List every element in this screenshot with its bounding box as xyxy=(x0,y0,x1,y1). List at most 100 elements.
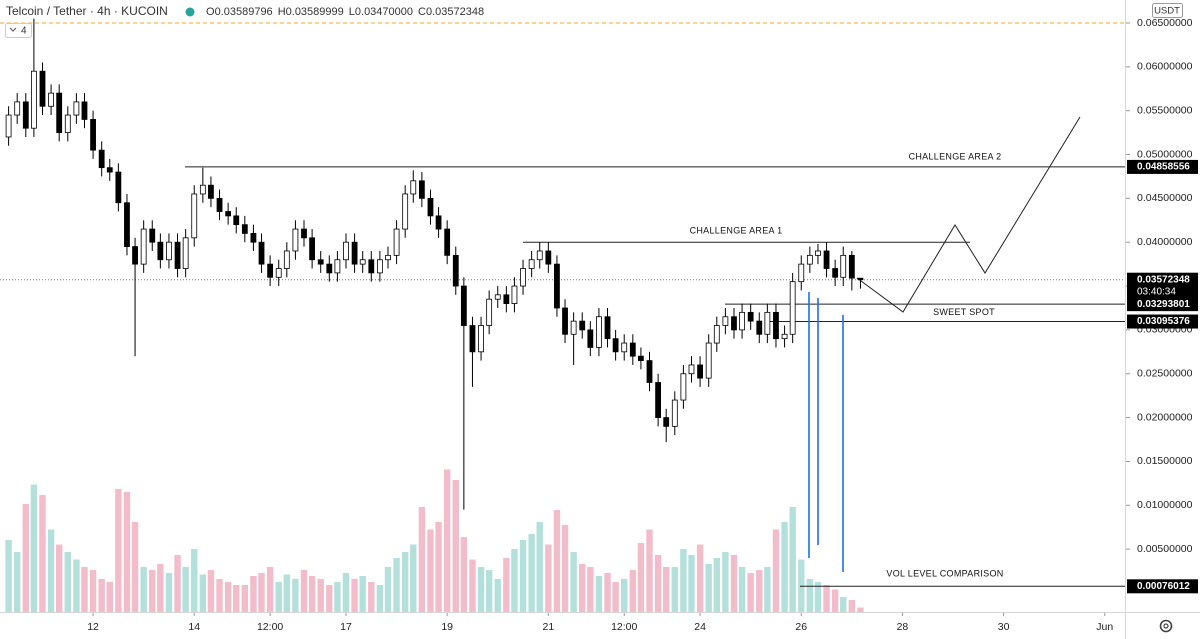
price-label: 0.04858556 xyxy=(1137,162,1190,173)
currency-box[interactable] xyxy=(1152,3,1183,18)
volume-bar xyxy=(47,529,55,612)
volume-bar xyxy=(637,543,645,612)
volume-bar xyxy=(292,579,299,612)
settings-icon[interactable] xyxy=(1159,619,1173,633)
candle-body xyxy=(731,316,737,331)
legend-value: 0.03589796 xyxy=(215,6,273,18)
volume-bar xyxy=(427,529,434,612)
candle-body xyxy=(848,254,855,279)
volume-bar xyxy=(646,529,653,612)
ohlc-legend: O0.03589796 H0.03589999 L0.03470000 C0.0357… xyxy=(206,6,484,18)
candle-body xyxy=(250,233,257,243)
volume-bar xyxy=(840,597,847,612)
candle-body xyxy=(343,241,349,261)
candle-body xyxy=(225,211,232,217)
volume-bar xyxy=(705,564,712,612)
legend-value: 0.03572348 xyxy=(426,6,484,18)
candle-body xyxy=(418,180,425,199)
candle-body xyxy=(806,254,813,265)
candle-body xyxy=(56,92,63,133)
candle-body xyxy=(73,101,80,116)
volume-bar xyxy=(528,534,535,612)
currency-label: USDT xyxy=(1154,6,1180,17)
volume-bar xyxy=(410,544,417,612)
volume-bar xyxy=(334,582,341,612)
candle-body xyxy=(646,360,653,383)
candle-body xyxy=(444,228,451,256)
volume-bar xyxy=(199,574,207,612)
candle-body xyxy=(832,268,839,278)
volume-bar xyxy=(342,573,350,612)
indicator-count: 4 xyxy=(21,26,27,37)
candle-body xyxy=(773,311,779,340)
volume-bar xyxy=(814,582,822,612)
candle-body xyxy=(359,259,366,265)
candle-body xyxy=(115,171,122,204)
x-tick-label: 14 xyxy=(188,621,200,633)
level-label: SWEET SPOT xyxy=(933,307,995,317)
candle-body xyxy=(655,382,662,418)
candle-body xyxy=(81,101,88,120)
volume-layer xyxy=(5,469,864,612)
volume-bar xyxy=(393,558,400,612)
candle-body xyxy=(157,241,164,261)
candle-body xyxy=(756,320,763,335)
volume-bar xyxy=(300,570,308,612)
price-label-box xyxy=(1127,272,1198,299)
candle-body xyxy=(106,167,113,173)
legend-letter: L xyxy=(349,6,355,18)
candle-body xyxy=(301,228,307,239)
volume-bar xyxy=(266,567,274,612)
candle-body xyxy=(520,268,526,287)
candle-body xyxy=(452,254,459,287)
volume-bar xyxy=(55,544,63,612)
candle-body xyxy=(638,355,644,361)
y-tick-label: 0.02500000 xyxy=(1137,368,1193,380)
volume-bar xyxy=(250,576,257,612)
volume-bar xyxy=(772,529,780,612)
volume-bar xyxy=(477,567,485,612)
candle-body xyxy=(376,259,383,274)
candle-body xyxy=(798,263,805,283)
volume-bar xyxy=(511,549,518,612)
x-tick-label: 12 xyxy=(87,621,99,633)
candle-body xyxy=(309,237,316,261)
candle-body xyxy=(410,180,417,195)
volume-bar xyxy=(713,558,720,612)
legend-value: 0.03589999 xyxy=(286,6,344,18)
volume-bar xyxy=(317,579,324,612)
x-tick-label: 12:00 xyxy=(611,621,637,633)
candle-body xyxy=(124,202,130,247)
candle-body xyxy=(722,316,729,326)
candle-body xyxy=(275,268,282,278)
y-tick-label: 0.05500000 xyxy=(1137,104,1193,116)
y-tick-label: 0.06000000 xyxy=(1137,61,1193,73)
x-tick-label: 19 xyxy=(441,621,453,633)
candle-body xyxy=(596,316,602,348)
y-tick-label: 0.04500000 xyxy=(1137,192,1193,204)
candle-body xyxy=(621,342,628,353)
indicator-toggle[interactable] xyxy=(5,23,32,38)
x-tick-label: 30 xyxy=(998,621,1010,633)
candle-body xyxy=(612,338,619,353)
candle-body xyxy=(14,101,21,116)
y-tick-label: 0.05000000 xyxy=(1137,148,1193,160)
volume-bar xyxy=(13,552,21,612)
volume-bar xyxy=(123,492,131,612)
volume-bar xyxy=(781,522,788,612)
gear-ring xyxy=(1159,619,1173,633)
volume-bar xyxy=(368,582,375,612)
y-tick-label: 0.04000000 xyxy=(1137,236,1193,248)
candle-body xyxy=(688,364,695,375)
volume-bar xyxy=(662,567,670,612)
candle-body xyxy=(216,197,223,212)
x-tick-label: 17 xyxy=(340,621,352,633)
candle-body xyxy=(393,228,400,256)
candle-body xyxy=(39,70,46,107)
volume-bar xyxy=(806,579,814,612)
candle-body xyxy=(781,333,788,340)
candle-body xyxy=(857,277,864,281)
volume-bar xyxy=(503,558,510,612)
gear-hub xyxy=(1163,623,1169,629)
candle-body xyxy=(326,263,333,274)
